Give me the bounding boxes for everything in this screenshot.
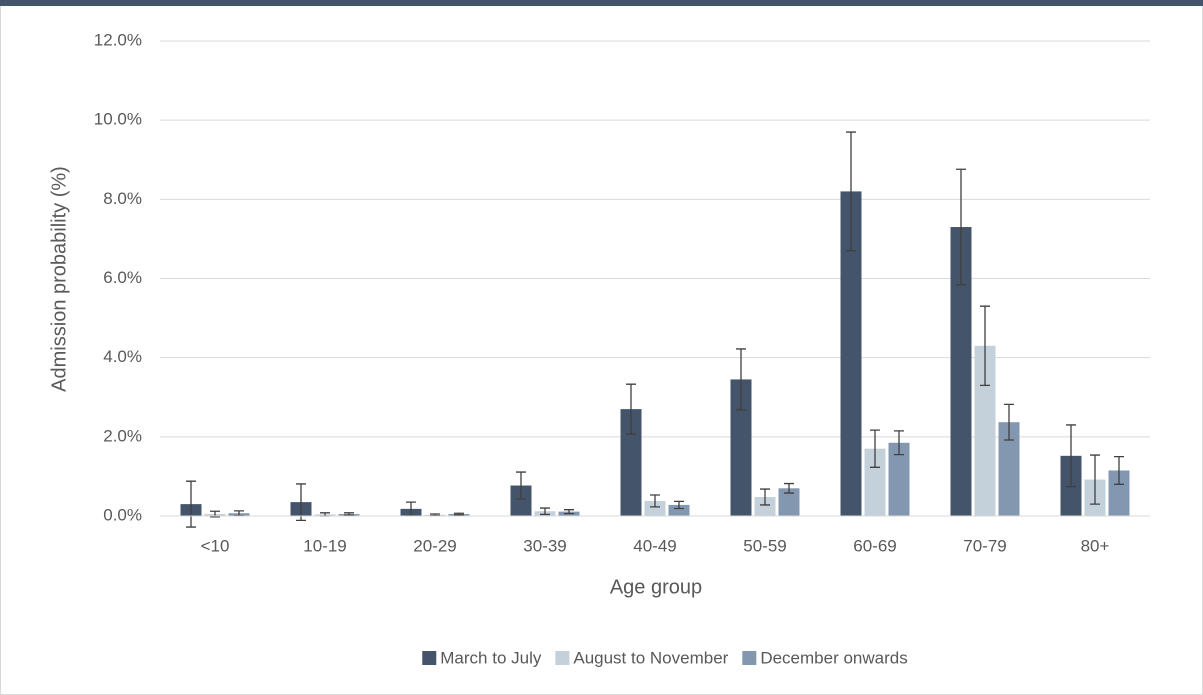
bar — [778, 488, 800, 516]
bar — [950, 227, 972, 516]
y-tick-label: 12.0% — [94, 30, 142, 49]
legend-label: August to November — [573, 648, 728, 667]
error-bar — [784, 482, 794, 494]
top-band — [0, 0, 1203, 6]
x-tick-label: 70-79 — [963, 536, 1006, 555]
x-tick-label: 10-19 — [303, 536, 346, 555]
x-tick-label: 30-39 — [523, 536, 566, 555]
bar — [974, 345, 996, 516]
error-bar — [454, 512, 464, 516]
x-axis-title: Age group — [610, 576, 702, 598]
bar — [1108, 470, 1130, 516]
error-bar — [564, 509, 574, 515]
bar — [840, 191, 862, 516]
error-bar — [626, 383, 636, 435]
y-tick-label: 6.0% — [103, 268, 142, 287]
bar — [668, 504, 690, 516]
error-bar — [186, 480, 196, 528]
error-bar — [894, 430, 904, 456]
bar — [620, 409, 642, 516]
y-tick-label: 2.0% — [103, 426, 142, 445]
y-tick-label: 0.0% — [103, 505, 142, 524]
error-bar — [1090, 454, 1100, 505]
error-bar — [1004, 403, 1014, 441]
x-tick-label: <10 — [201, 536, 230, 555]
x-tick-label: 20-29 — [413, 536, 456, 555]
x-tick-label: 40-49 — [633, 536, 676, 555]
error-bar — [516, 471, 526, 500]
legend-swatch — [555, 651, 570, 665]
error-bar — [1066, 424, 1076, 488]
error-bar — [736, 348, 746, 411]
bar — [864, 448, 886, 516]
legend-swatch — [742, 651, 757, 665]
error-bar — [296, 483, 306, 522]
bar — [888, 442, 910, 516]
bar — [754, 497, 776, 516]
bar — [510, 485, 532, 516]
y-tick-label: 8.0% — [103, 189, 142, 208]
legend-swatch — [422, 651, 437, 665]
x-tick-label: 60-69 — [853, 536, 896, 555]
error-bar — [344, 512, 354, 516]
error-bar — [870, 429, 880, 468]
x-tick-label: 50-59 — [743, 536, 786, 555]
legend-label: December onwards — [760, 648, 907, 667]
bar — [730, 379, 752, 516]
y-tick-label: 4.0% — [103, 347, 142, 366]
bar — [998, 422, 1020, 516]
y-axis-title: Admission probability (%) — [48, 166, 70, 392]
error-bar — [980, 305, 990, 387]
error-bar — [846, 131, 856, 252]
y-tick-label: 10.0% — [94, 110, 142, 129]
error-bar — [1114, 455, 1124, 485]
x-tick-label: 80+ — [1081, 536, 1110, 555]
error-bar — [650, 494, 660, 508]
bar — [644, 500, 666, 516]
error-bar — [540, 507, 550, 516]
legend-label: March to July — [440, 648, 542, 667]
error-bar — [760, 488, 770, 506]
error-bar — [674, 500, 684, 510]
error-bar — [956, 168, 966, 286]
